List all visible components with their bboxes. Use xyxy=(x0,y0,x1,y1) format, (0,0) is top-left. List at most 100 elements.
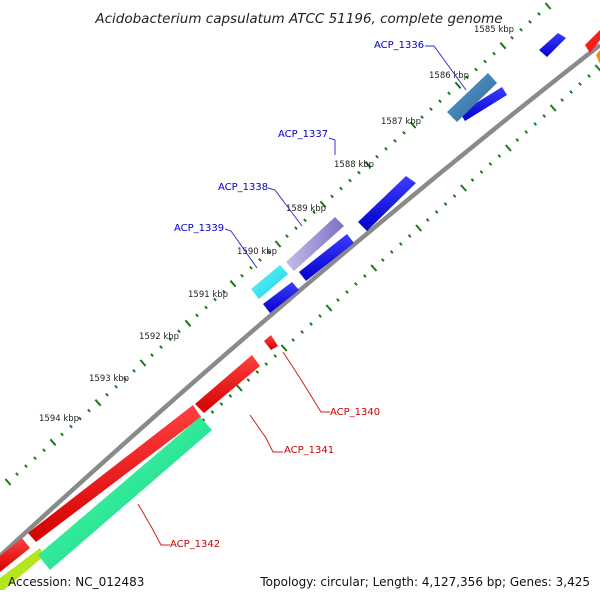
forward-cds-track xyxy=(263,33,566,313)
tick-mark xyxy=(49,438,57,446)
genome-backbone xyxy=(0,43,600,558)
tick-mark xyxy=(470,178,475,182)
tick-mark xyxy=(438,99,442,104)
scale-label: 1592 kbp xyxy=(139,332,179,342)
gene-label[interactable]: ACP_1342 xyxy=(170,539,220,550)
tick-mark xyxy=(184,319,192,327)
tick-mark xyxy=(219,402,224,406)
tick-mark xyxy=(294,226,298,230)
tick-mark xyxy=(312,210,316,215)
cds-block[interactable] xyxy=(460,87,507,121)
tick-mark xyxy=(443,202,448,206)
tick-mark xyxy=(345,290,349,294)
tick-mark xyxy=(255,370,260,374)
gene-acp-1338[interactable] xyxy=(251,265,288,299)
accession-text: Accession: NC_012483 xyxy=(8,575,144,589)
gene-label[interactable]: ACP_1341 xyxy=(284,445,334,456)
tick-mark xyxy=(60,432,64,437)
tick-mark xyxy=(274,240,282,248)
tick-mark xyxy=(488,162,493,166)
scale-label: 1591 kbp xyxy=(188,290,228,300)
gene-label[interactable]: ACP_1340 xyxy=(330,407,380,418)
tick-mark xyxy=(24,464,28,468)
tick-mark xyxy=(409,121,417,129)
tick-mark xyxy=(264,362,269,366)
orange-feature[interactable] xyxy=(596,50,600,64)
tick-mark xyxy=(210,410,215,414)
gene-acp-1340[interactable] xyxy=(264,335,278,350)
tick-mark xyxy=(499,42,507,50)
tick-mark xyxy=(229,280,237,288)
tick-mark xyxy=(407,234,412,238)
tick-mark xyxy=(42,448,46,453)
tick-mark xyxy=(139,359,147,367)
leader-line-acp-1342 xyxy=(137,503,170,546)
tick-mark xyxy=(285,234,289,238)
tick-mark xyxy=(357,170,361,175)
tick-mark xyxy=(393,139,397,143)
cds-block[interactable] xyxy=(0,538,30,572)
tick-mark xyxy=(497,154,502,158)
gene-label[interactable]: ACP_1337 xyxy=(278,129,328,140)
tick-mark xyxy=(544,2,552,10)
gene-label[interactable]: ACP_1336 xyxy=(374,40,424,51)
tick-mark xyxy=(415,224,423,232)
tick-mark xyxy=(533,122,538,126)
tick-mark xyxy=(267,250,271,254)
tick-mark xyxy=(364,161,372,169)
tick-mark xyxy=(594,64,600,72)
cds-block[interactable] xyxy=(28,405,201,542)
gene-acp-1336[interactable] xyxy=(447,73,497,122)
gene-label[interactable]: ACP_1339 xyxy=(174,223,224,234)
tick-mark xyxy=(132,369,136,373)
tick-mark xyxy=(159,345,163,349)
tick-mark xyxy=(300,330,304,334)
tick-mark xyxy=(249,265,253,270)
tick-mark xyxy=(425,218,430,222)
tick-mark xyxy=(528,20,532,24)
tick-mark xyxy=(474,67,478,72)
tick-mark xyxy=(578,82,582,86)
tick-mark xyxy=(524,130,529,134)
yellowgreen-feature[interactable] xyxy=(0,548,44,590)
tick-mark xyxy=(222,289,226,294)
scale-label: 1593 kbp xyxy=(89,374,129,384)
scale-label: 1586 kbp xyxy=(429,71,469,81)
gene-acp-1337[interactable] xyxy=(286,217,344,271)
tick-mark xyxy=(504,144,512,152)
gene-acp-1341[interactable] xyxy=(195,355,260,413)
tick-mark xyxy=(510,35,514,40)
tick-mark xyxy=(87,408,91,413)
cds-block[interactable] xyxy=(358,176,416,231)
tick-mark xyxy=(319,200,327,208)
scale-label: 1594 kbp xyxy=(39,414,79,424)
tick-mark xyxy=(4,478,12,486)
cds-block[interactable] xyxy=(263,282,299,313)
tick-mark xyxy=(515,138,520,142)
map-title: Acidobacterium capsulatum ATCC 51196, co… xyxy=(94,11,502,27)
tick-mark xyxy=(336,298,340,302)
leader-line-acp-1338 xyxy=(267,187,303,227)
gene-label[interactable]: ACP_1338 xyxy=(218,182,268,193)
tick-mark xyxy=(291,338,295,342)
tick-mark xyxy=(398,242,403,246)
tick-mark xyxy=(33,456,37,461)
reverse-cds-track xyxy=(0,335,278,572)
tick-mark xyxy=(69,424,73,429)
tick-mark xyxy=(402,131,406,135)
tick-mark xyxy=(460,184,467,192)
gene-acp-1342[interactable] xyxy=(38,417,212,570)
tick-mark xyxy=(370,264,378,272)
tick-mark xyxy=(204,305,208,310)
tick-mark xyxy=(325,304,333,312)
leader-line-acp-1339 xyxy=(224,228,258,269)
tick-mark xyxy=(483,59,487,64)
edge-cds-block[interactable] xyxy=(585,30,600,53)
tick-mark xyxy=(549,104,557,112)
scale-label: 1585 kbp xyxy=(474,25,514,35)
tick-mark xyxy=(434,210,439,214)
cds-block[interactable] xyxy=(299,234,354,281)
outer-tick-ring xyxy=(4,2,552,486)
tick-mark xyxy=(105,392,109,397)
cds-block[interactable] xyxy=(539,33,566,57)
